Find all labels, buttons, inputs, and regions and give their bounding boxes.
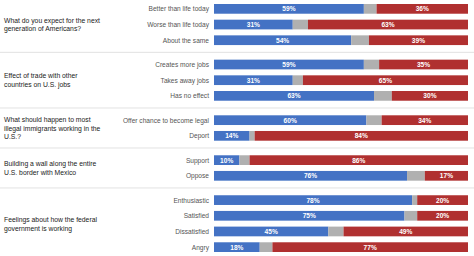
bar-segment (377, 4, 468, 14)
bar-segment (405, 211, 418, 221)
data-label: 76% (304, 172, 317, 179)
bar-segment (425, 171, 468, 181)
bar-segment (328, 227, 343, 237)
row-label: Angry (192, 244, 210, 252)
bar-segment (260, 242, 273, 252)
bar-segment (214, 91, 374, 101)
data-label: 60% (284, 117, 297, 124)
bar-segment (293, 20, 308, 30)
row-label: Oppose (186, 172, 209, 180)
data-label: 77% (364, 244, 377, 251)
bar-segment (214, 155, 239, 165)
row-label: Creates more jobs (155, 61, 210, 69)
data-label: 35% (417, 61, 430, 68)
bar-segment (417, 211, 468, 221)
row-label: Enthusiastic (173, 197, 209, 204)
bar-segment (214, 171, 407, 181)
separator (0, 108, 474, 109)
data-label: 84% (355, 132, 368, 139)
data-label: 59% (282, 5, 295, 12)
data-label: 65% (379, 77, 392, 84)
data-label: 86% (352, 157, 365, 164)
data-label: 31% (247, 21, 260, 28)
bar-segment (374, 91, 392, 101)
bar-segment (303, 75, 468, 85)
row-label: Dissatisfied (175, 228, 209, 235)
bar-segment (214, 131, 250, 141)
data-label: 39% (412, 37, 425, 44)
data-label: 54% (276, 37, 289, 44)
data-label: 17% (440, 172, 453, 179)
data-label: 14% (225, 132, 238, 139)
texts: Better than life today 59% 36% Worse than l… (4, 5, 453, 251)
row-label: Takes away jobs (161, 77, 210, 85)
data-label: 59% (282, 61, 295, 68)
bar-segment (250, 131, 255, 141)
bar-segment (214, 75, 293, 85)
row-label: About the same (163, 37, 210, 44)
bar-segment (351, 35, 369, 45)
data-label: 10% (220, 157, 233, 164)
bar-segment (407, 171, 425, 181)
question: What should happen to mostillegal immigr… (4, 116, 101, 141)
chart: Better than life today 59% 36% Worse than l… (0, 0, 474, 256)
bar-segment (255, 131, 468, 141)
separator (0, 187, 474, 188)
data-label: 20% (436, 197, 449, 204)
bar-segment (382, 115, 468, 125)
bar-segment (364, 4, 377, 14)
bar-segment (344, 227, 468, 237)
bar-segment (214, 60, 364, 70)
data-label: 36% (416, 5, 429, 12)
bar-segment (214, 211, 405, 221)
question: Effect of trade with othercountries on U… (4, 72, 78, 89)
bar-segment (364, 60, 379, 70)
row-label: Satisfied (184, 212, 210, 219)
bar-segment (214, 115, 366, 125)
data-label: 18% (230, 244, 243, 251)
bars (214, 4, 468, 252)
question: Building a wall along the entireU.S. bor… (4, 160, 96, 176)
row-label: Offer chance to become legal (123, 117, 210, 125)
bar-segment (412, 195, 417, 205)
bar-segment (214, 4, 364, 14)
row-label: Has no effect (170, 92, 209, 99)
bar-segment (417, 195, 468, 205)
separator (0, 147, 474, 148)
data-label: 78% (306, 197, 319, 204)
bar-segment (214, 195, 412, 205)
separator (0, 52, 474, 53)
data-label: 34% (418, 117, 431, 124)
data-label: 63% (287, 92, 300, 99)
data-label: 31% (247, 77, 260, 84)
bar-segment (214, 20, 293, 30)
row-label: Worse than life today (147, 21, 210, 29)
question: What do you expect for the nextgeneratio… (4, 17, 100, 34)
bar-segment (366, 115, 381, 125)
bar-segment (379, 60, 468, 70)
question: Feelings about how the federalgovernment… (4, 216, 97, 233)
data-label: 20% (436, 212, 449, 219)
data-label: 45% (265, 228, 278, 235)
row-label: Support (186, 157, 209, 165)
row-label: Better than life today (149, 5, 210, 13)
bar-segment (308, 20, 468, 30)
bar-segment (214, 242, 260, 252)
row-label: Deport (189, 132, 209, 140)
data-label: 75% (303, 212, 316, 219)
bar-segment (250, 155, 468, 165)
bar-segment (272, 242, 468, 252)
bar-segment (369, 35, 468, 45)
data-label: 63% (381, 21, 394, 28)
bar-segment (214, 35, 351, 45)
bar-segment (293, 75, 303, 85)
bar-segment (392, 91, 468, 101)
bar-segment (214, 227, 328, 237)
data-label: 49% (399, 228, 412, 235)
bar-segment (239, 155, 249, 165)
data-label: 30% (423, 92, 436, 99)
